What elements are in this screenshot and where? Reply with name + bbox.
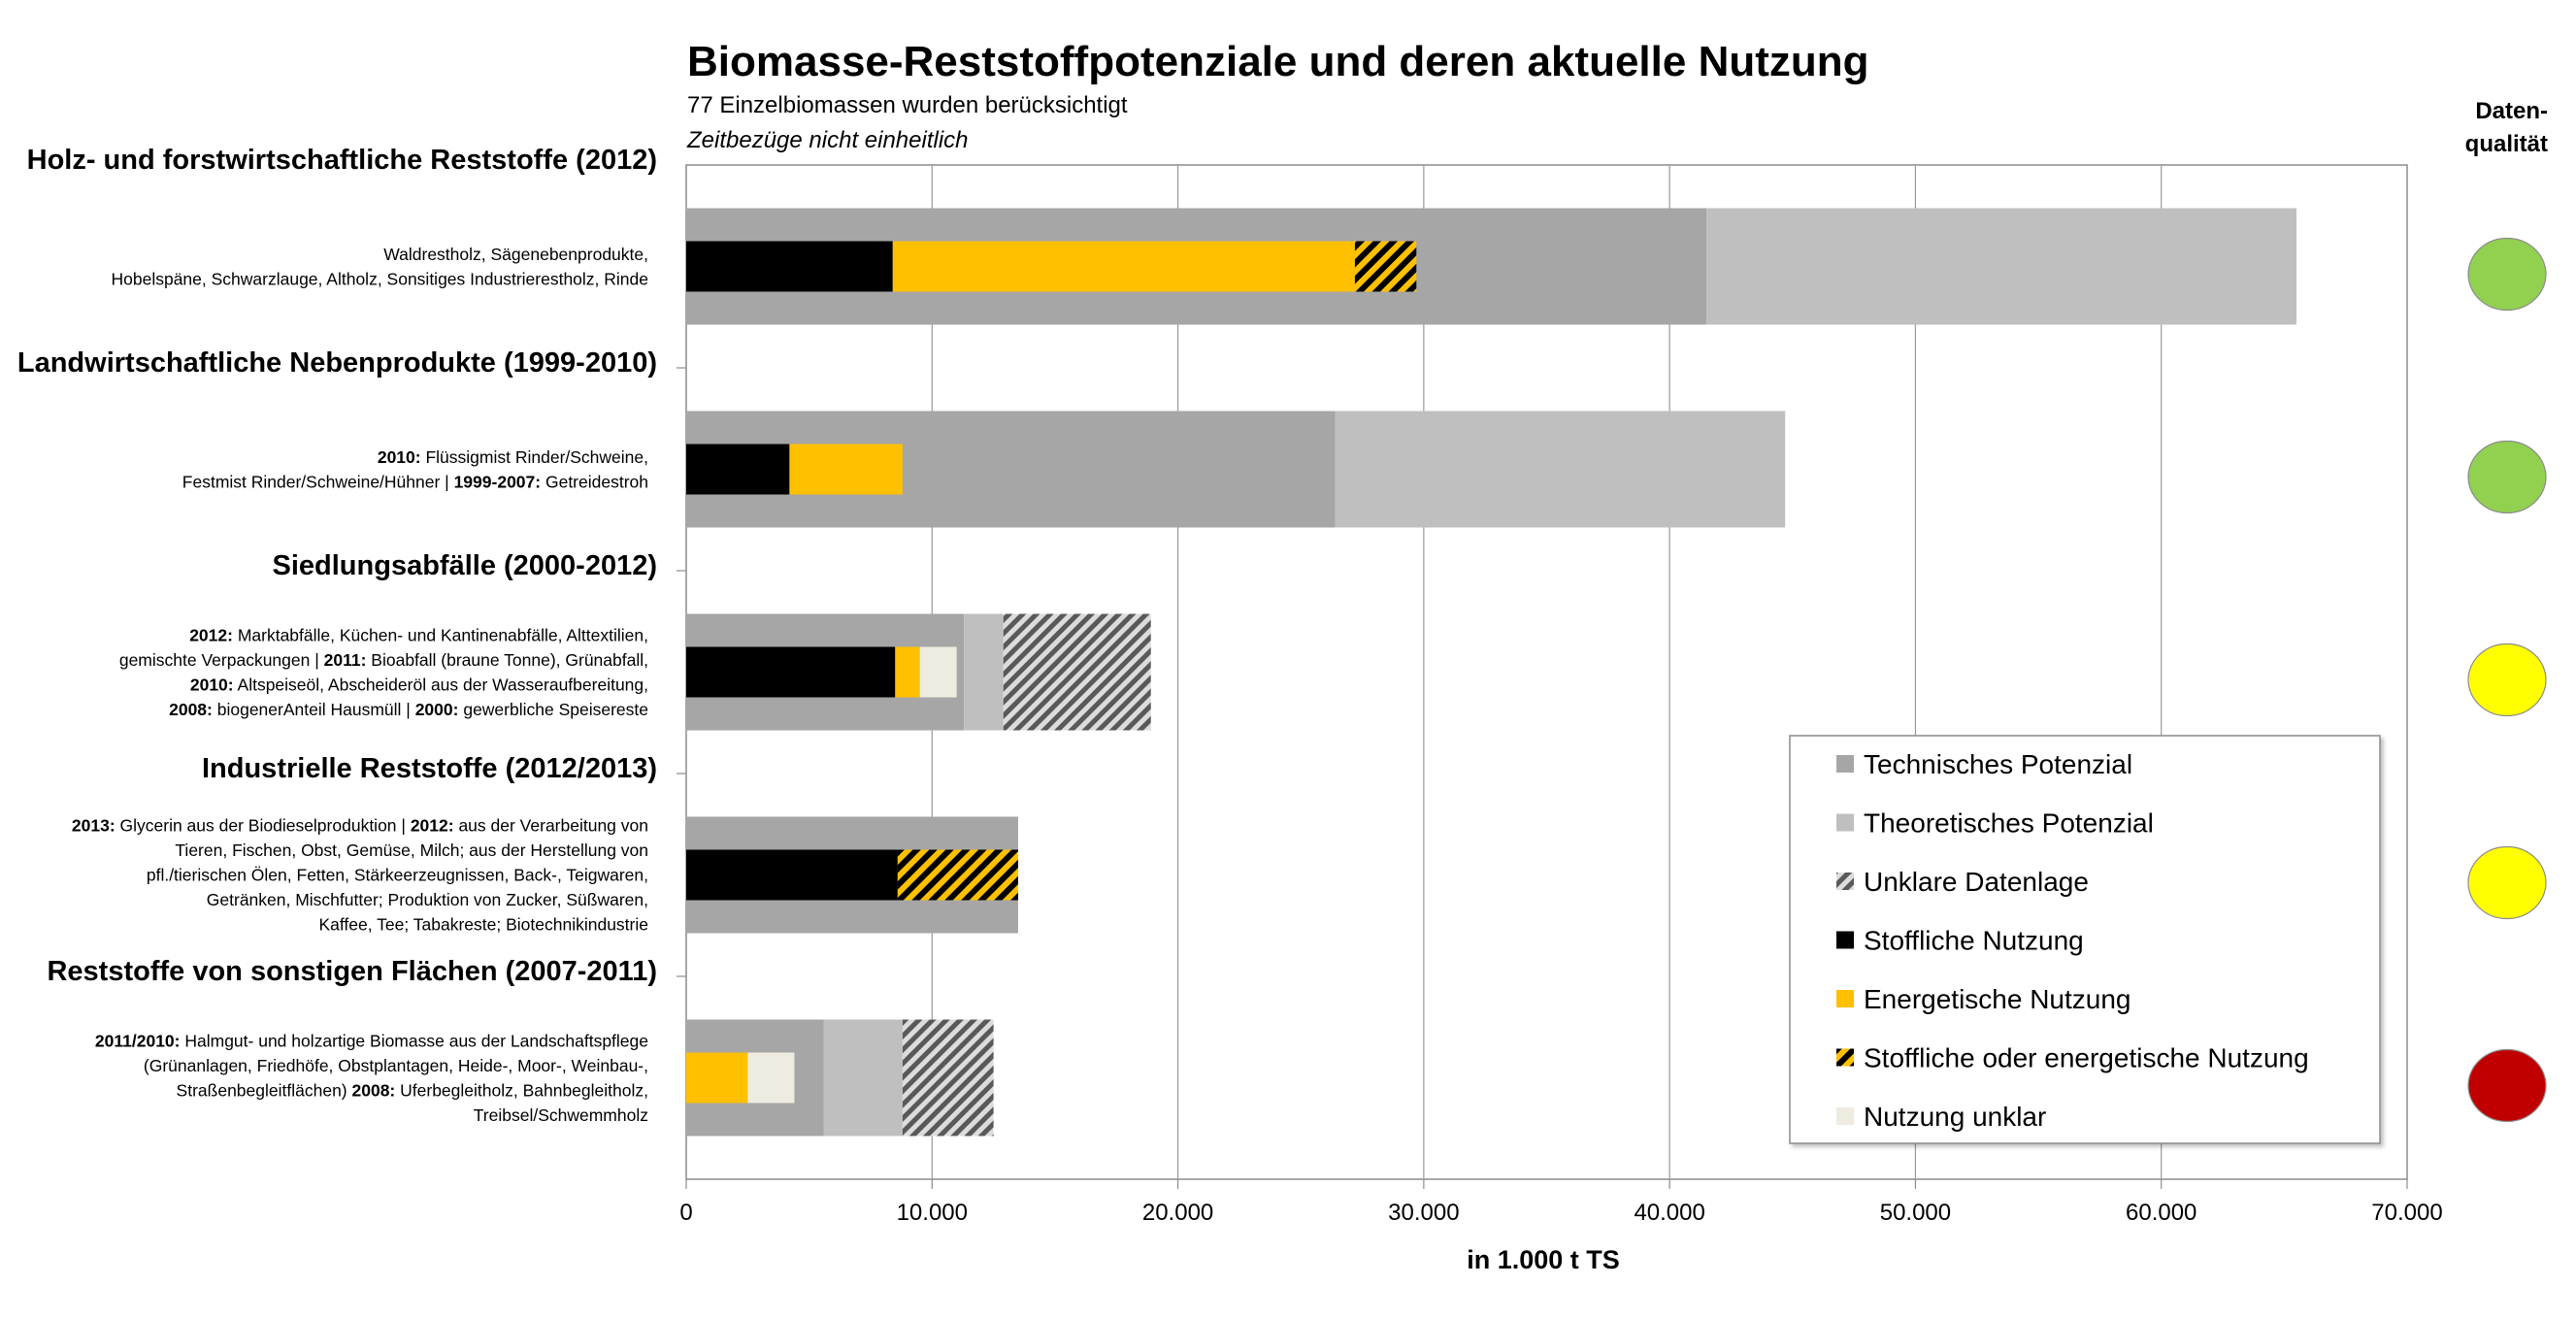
category-description-line: Kaffee, Tee; Tabakreste; Biotechnikindus… (318, 915, 648, 935)
legend-label: Energetische Nutzung (1864, 984, 2131, 1014)
legend-swatch-unklar-datenlage (1836, 873, 1854, 890)
x-tick-label: 50.000 (1880, 1200, 1951, 1226)
bar-stofflich (686, 849, 898, 901)
category-description-line: Treibsel/Schwemmholz (474, 1105, 648, 1125)
category-title: Holz- und forstwirtschaftliche Reststoff… (27, 145, 657, 176)
category-description-line: 2010: Altspeiseöl, Abscheideröl aus der … (190, 675, 648, 694)
category-description-line: Festmist Rinder/Schweine/Hühner | 1999-2… (182, 472, 648, 491)
chart-subtitle-note: Zeitbezüge nicht einheitlich (686, 127, 969, 153)
bar-stofflich (686, 444, 790, 495)
legend-swatch-nutzung-unklar (1836, 1107, 1854, 1125)
category-description-line: Getränken, Mischfutter; Produktion von Z… (207, 890, 648, 909)
category-description-line: 2010: Flüssigmist Rinder/Schweine, (378, 447, 648, 467)
x-axis-ticks: 0 10.000 20.000 30.000 40.000 50.000 60.000 70.… (679, 1179, 2443, 1226)
legend-swatch-energetisch (1836, 990, 1854, 1007)
legend-label: Unklare Datenlage (1864, 867, 2089, 897)
bar-energetisch (686, 1052, 748, 1104)
legend-swatch-stofflich (1836, 931, 1854, 949)
category-title: Industrielle Reststoffe (2012/2013) (202, 753, 657, 784)
category-description-line: gemischte Verpackungen | 2011: Bioabfall… (119, 650, 648, 670)
category-title: Siedlungsabfälle (2000-2012) (273, 550, 658, 581)
bar-theoretisch (964, 613, 1004, 731)
category-title: Reststoffe von sonstigen Flächen (2007-2… (47, 956, 657, 987)
category-description-line: Waldrestholz, Sägenebenprodukte, (383, 245, 648, 264)
category-separators (677, 367, 686, 977)
legend-label: Stoffliche Nutzung (1864, 926, 2084, 956)
category-description-line: 2011/2010: Halmgut- und holzartige Bioma… (95, 1031, 648, 1050)
legend-swatch-stoff-oder-energ (1836, 1048, 1854, 1067)
bar-stoff-oder-energ (1354, 241, 1417, 292)
x-axis-title: in 1.000 t TS (1467, 1245, 1620, 1274)
data-quality-title-line1: Daten- (2475, 98, 2548, 124)
x-tick-label: 30.000 (1388, 1200, 1459, 1226)
x-tick-label: 0 (679, 1200, 692, 1226)
data-quality-column: Daten- qualität (2465, 98, 2548, 1123)
category-description-line: 2008: biogenerAnteil Hausmüll | 2000: ge… (169, 700, 648, 719)
data-quality-indicator-red (2467, 1048, 2547, 1123)
bar-stofflich (686, 241, 893, 292)
data-quality-title-line2: qualität (2465, 131, 2548, 157)
category-description-line: Hobelspäne, Schwarzlauge, Altholz, Sonsi… (111, 269, 648, 288)
bar-energetisch (892, 241, 1355, 292)
data-quality-indicator-yellow (2467, 643, 2547, 717)
chart-subtitle: 77 Einzelbiomassen wurden berücksichtigt (687, 92, 1128, 118)
legend-label: Stoffliche oder energetische Nutzung (1864, 1043, 2309, 1073)
category-bar-group (686, 816, 1018, 934)
category-description-line: (Grünanlagen, Friedhöfe, Obstplantagen, … (144, 1056, 648, 1075)
bar-stoff-oder-energ (897, 849, 1018, 901)
data-quality-indicator-yellow (2467, 845, 2547, 920)
category-description-line: Straßenbegleitflächen) 2008: Uferbegleit… (177, 1080, 648, 1100)
category-bar-group (686, 208, 2297, 325)
legend-box (1789, 735, 2381, 1144)
category-description-line: Tieren, Fischen, Obst, Gemüse, Milch; au… (175, 840, 648, 860)
bar-energetisch (789, 444, 903, 495)
bars (686, 208, 2297, 1137)
bar-nutzung-unklar (747, 1052, 795, 1104)
category-description-line: pfl./tierischen Ölen, Fetten, Stärkeerze… (147, 866, 648, 885)
x-tick-label: 20.000 (1142, 1200, 1213, 1226)
legend-label: Nutzung unklar (1864, 1102, 2046, 1132)
bar-theoretisch (1706, 208, 2297, 325)
chart-title: Biomasse-Reststoffpotenziale und deren a… (687, 38, 1869, 85)
bar-theoretisch (823, 1019, 903, 1137)
category-bar-group (686, 411, 1786, 528)
x-tick-label: 10.000 (897, 1200, 968, 1226)
bar-unklar-datenlage (1003, 613, 1151, 731)
bar-nutzung-unklar (919, 646, 957, 698)
x-tick-label: 40.000 (1634, 1200, 1704, 1226)
legend-label: Technisches Potenzial (1864, 749, 2132, 779)
x-tick-label: 70.000 (2371, 1200, 2442, 1226)
data-quality-indicator-green (2467, 440, 2547, 514)
bar-unklar-datenlage (902, 1019, 994, 1137)
legend-label: Theoretisches Potenzial (1864, 808, 2154, 839)
category-title: Landwirtschaftliche Nebenprodukte (1999-… (17, 347, 657, 379)
legend-swatch-theoretisch (1836, 813, 1854, 832)
category-bar-group (686, 1019, 994, 1137)
legend: Technisches Potenzial Theoretisches Poten… (1789, 735, 2381, 1144)
category-bar-group (686, 613, 1151, 731)
bar-energetisch (895, 646, 920, 698)
x-tick-label: 60.000 (2126, 1200, 2196, 1226)
bar-stofflich (686, 646, 896, 698)
data-quality-indicator-green (2467, 237, 2547, 312)
category-description-line: 2013: Glycerin aus der Biodieselprodukti… (72, 816, 648, 836)
legend-swatch-technisch (1836, 755, 1854, 773)
category-labels: Holz- und forstwirtschaftliche Reststoff… (17, 145, 657, 1125)
category-description-line: 2012: Marktabfälle, Küchen- und Kantinen… (189, 625, 648, 644)
bar-theoretisch (1335, 411, 1786, 528)
